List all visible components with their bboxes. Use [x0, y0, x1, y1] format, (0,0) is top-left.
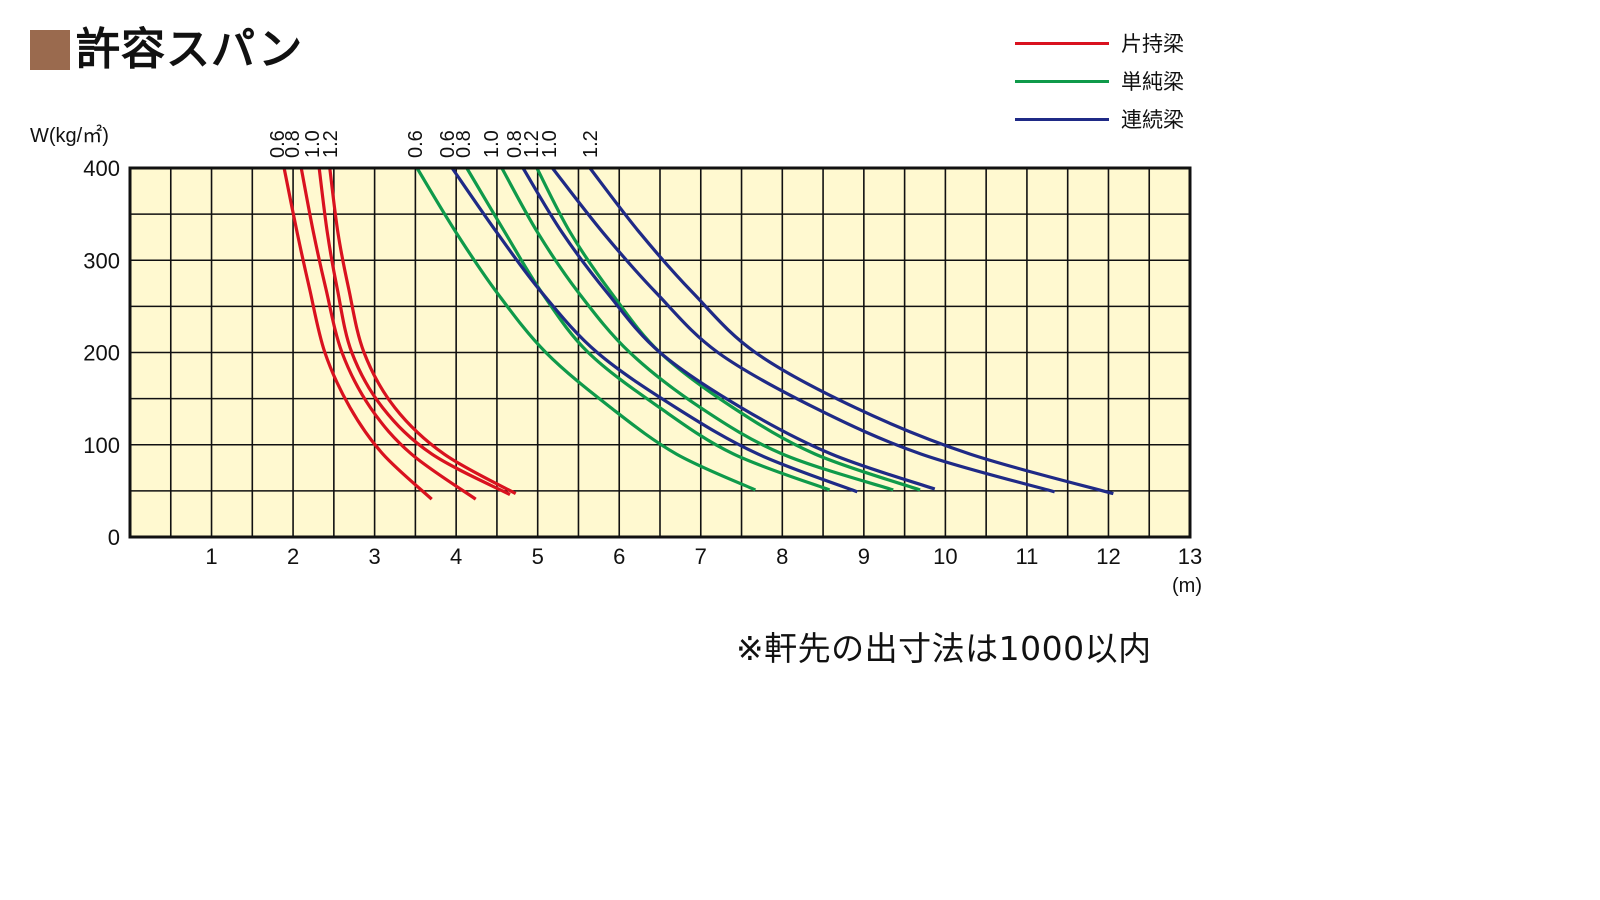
curve-line [551, 167, 1056, 494]
x-tick-label: 9 [858, 544, 870, 569]
x-tick-label: 4 [450, 544, 462, 569]
y-tick-label: 100 [83, 433, 120, 458]
curve-label: 1.0 [481, 130, 503, 158]
x-tick-label: 3 [368, 544, 380, 569]
legend-label: 単純梁 [1121, 70, 1184, 94]
curve-thickness-labels: 0.60.81.01.2 0.6 0.60.8 1.0 0.81.21.0 1.2 [267, 130, 602, 158]
curve-line [282, 167, 433, 501]
legend-swatch [1015, 117, 1109, 121]
title-marker-square [30, 30, 70, 70]
curve-label: 1.0 [539, 130, 561, 158]
legend-swatch [1015, 79, 1109, 83]
curve-label: 1.2 [580, 130, 602, 158]
legend-label: 連続梁 [1121, 108, 1184, 132]
x-tick-label: 12 [1096, 544, 1120, 569]
curve-line [521, 167, 936, 491]
curve-label: 0.6 [437, 130, 459, 158]
x-tick-label: 11 [1016, 544, 1039, 569]
x-tick-label: 8 [776, 544, 788, 569]
legend-item-cantilever: 片持梁 [1015, 24, 1184, 62]
curve-label: 0.6 [405, 130, 427, 158]
x-tick-label: 13 [1178, 544, 1202, 569]
curve-line [299, 167, 477, 501]
curve-line [317, 167, 511, 496]
y-tick-label: 300 [83, 248, 120, 273]
curve-label: 1.2 [521, 130, 543, 158]
curve-label: 1.2 [320, 130, 342, 158]
x-axis-unit-label: (m) [1172, 575, 1202, 597]
curve-label: 0.6 [267, 130, 289, 158]
curve-label: 0.8 [504, 130, 526, 158]
svg-text:W(kg/㎡): W(kg/㎡) [30, 123, 109, 147]
x-tick-label: 5 [532, 544, 544, 569]
curve-line [500, 167, 894, 492]
x-tick-label: 1 [205, 544, 217, 569]
footnote: ※軒先の出寸法は1000以内 [736, 629, 1152, 668]
grid-lines [130, 168, 1190, 537]
curve-line [328, 167, 517, 496]
y-tick-label: 200 [83, 341, 120, 366]
curve-line [588, 167, 1114, 496]
curve-line [415, 167, 757, 492]
curves [282, 167, 1114, 501]
legend-item-simple-beam: 単純梁 [1015, 62, 1184, 100]
curve-label: 0.8 [282, 130, 304, 158]
x-tick-label: 7 [695, 544, 707, 569]
x-tick-label: 2 [287, 544, 299, 569]
y-tick-label: 0 [108, 525, 120, 550]
y-axis-label: W(kg/㎡) [30, 123, 109, 147]
y-axis-ticks: 0 100 200 300 400 [83, 156, 120, 550]
curve-line [450, 167, 858, 494]
plot-frame [128, 166, 1192, 539]
title-text: 許容スパン [76, 24, 304, 75]
y-tick-label: 400 [83, 156, 120, 181]
curve-label: 1.0 [302, 130, 324, 158]
legend-label: 片持梁 [1121, 32, 1184, 56]
curve-label: 0.8 [453, 130, 475, 158]
legend-item-continuous-beam: 連続梁 [1015, 100, 1184, 138]
x-tick-label: 6 [613, 544, 625, 569]
x-axis-ticks: 1 2 3 4 5 6 7 8 9 10 11 12 13 [205, 544, 1202, 569]
legend-swatch [1015, 41, 1109, 45]
x-tick-label: 10 [933, 544, 957, 569]
curve-line [465, 167, 831, 492]
chart-title: 許容スパン [30, 22, 303, 78]
legend: 片持梁 単純梁 連続梁 [1015, 24, 1184, 138]
